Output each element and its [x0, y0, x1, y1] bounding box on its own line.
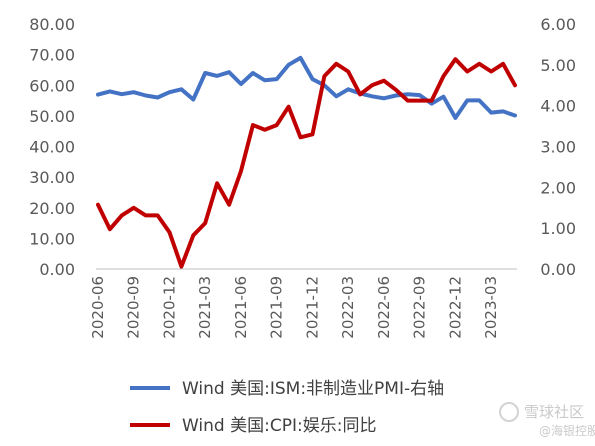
- right-tick-label: 2.00: [540, 178, 576, 197]
- series-line-cpi: [96, 57, 517, 269]
- series-line-pmi: [96, 55, 517, 120]
- legend-label-cpi: Wind 美国:CPI:娱乐:同比: [182, 416, 376, 436]
- x-tick-label: 2022-09: [411, 276, 429, 339]
- x-tick-label: 2022-03: [339, 276, 357, 339]
- x-tick-label: 2022-12: [446, 276, 464, 339]
- x-tick-label: 2021-09: [268, 276, 286, 339]
- plot-area: [96, 55, 517, 269]
- right-tick-label: 1.00: [540, 219, 576, 238]
- x-tick-label: 2023-03: [482, 276, 500, 339]
- x-tick-label: 2021-06: [232, 276, 250, 339]
- legend: Wind 美国:ISM:非制造业PMI-右轴 Wind 美国:CPI:娱乐:同比: [130, 379, 444, 436]
- watermark: 雪球社区 @海银控股: [499, 402, 595, 438]
- left-tick-label: 40.00: [29, 138, 75, 157]
- x-tick-label: 2021-03: [196, 276, 214, 339]
- x-tick-label: 2020-09: [125, 276, 143, 339]
- right-tick-label: 4.00: [540, 97, 576, 116]
- x-tick-label: 2021-12: [303, 276, 321, 339]
- right-tick-label: 0.00: [540, 260, 576, 279]
- left-tick-label: 50.00: [29, 107, 75, 126]
- left-tick-label: 70.00: [29, 46, 75, 65]
- right-tick-label: 5.00: [540, 56, 576, 75]
- x-axis: 2020-06 2020-09 2020-12 2021-03 2021-06 2021-…: [89, 276, 500, 339]
- left-tick-label: 80.00: [29, 15, 75, 34]
- right-axis: 0.00 1.00 2.00 3.00 4.00 5.00 6.00: [540, 15, 576, 279]
- watermark-logo-icon: [499, 402, 519, 422]
- right-tick-label: 6.00: [540, 15, 576, 34]
- left-tick-label: 10.00: [29, 229, 75, 248]
- left-tick-label: 60.00: [29, 76, 75, 95]
- right-tick-label: 3.00: [540, 138, 576, 157]
- left-tick-label: 0.00: [39, 260, 75, 279]
- legend-label-pmi: Wind 美国:ISM:非制造业PMI-右轴: [182, 379, 444, 399]
- left-axis: 0.00 10.00 20.00 30.00 40.00 50.00 60.00 70.00 8…: [29, 15, 75, 279]
- x-tick-label: 2022-06: [375, 276, 393, 339]
- watermark-logo-text: 雪球社区: [524, 403, 584, 421]
- left-tick-label: 30.00: [29, 168, 75, 187]
- watermark-sub-text: @海银控股: [539, 423, 595, 438]
- left-tick-label: 20.00: [29, 199, 75, 218]
- x-tick-label: 2020-12: [160, 276, 178, 339]
- x-tick-label: 2020-06: [89, 276, 107, 339]
